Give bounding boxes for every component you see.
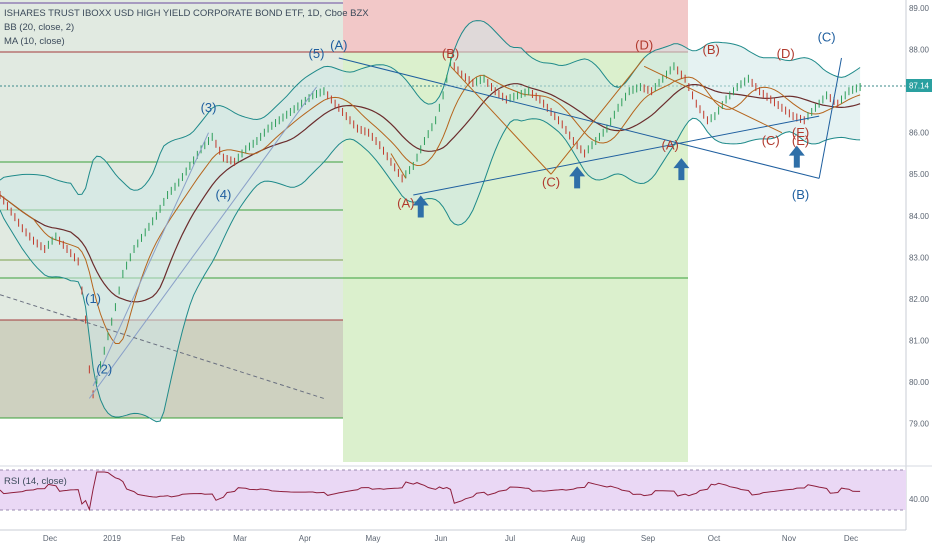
channel-lower — [413, 115, 820, 196]
x-tick-label: Sep — [641, 534, 656, 543]
y-tick-label: 84.00 — [909, 212, 930, 221]
wave-label: (B) — [442, 46, 459, 61]
wave-label: (A) — [397, 195, 414, 210]
y-tick-label: 82.00 — [909, 295, 930, 304]
wave-line — [550, 57, 645, 175]
bb-fill — [0, 20, 861, 422]
x-tick-label: Dec — [844, 534, 858, 543]
up-arrow-icon — [569, 166, 586, 189]
wave-line — [92, 132, 209, 387]
wave-label: (A) — [330, 38, 347, 53]
x-tick-label: Aug — [571, 534, 585, 543]
bb-indicator-label[interactable]: BB (20, close, 2) — [4, 22, 75, 33]
y-tick-label: 85.00 — [909, 170, 930, 179]
rsi-band — [0, 470, 906, 510]
up-arrow-icon — [412, 195, 429, 218]
x-tick-label: Jul — [505, 534, 515, 543]
rsi-level-label: 40.00 — [909, 495, 930, 504]
ma-line — [0, 74, 861, 344]
bollinger-bands — [0, 20, 861, 423]
wave-label: (D) — [635, 38, 653, 53]
last-price-label: 87.14 — [909, 82, 930, 91]
wave-label: (C) — [818, 29, 836, 44]
wave-label: (E) — [792, 133, 809, 148]
up-arrow-icon — [673, 158, 690, 181]
rsi-line — [0, 471, 861, 512]
wave-line — [88, 86, 317, 399]
y-tick-label: 86.00 — [909, 129, 930, 138]
y-tick-label: 81.00 — [909, 336, 930, 345]
wave-label: (5) — [309, 46, 325, 61]
wave-annotations: (1) (2) (3) (4) (5) (A) (A) (B) (C) (D) (A) (B) (D) (… — [85, 29, 835, 376]
x-tick-label: Nov — [782, 534, 796, 543]
x-tick-label: May — [365, 534, 380, 543]
x-axis-ticks: Dec 2019 Feb Mar Apr May Jun Jul Aug Sep Oct Nov Dec — [43, 534, 858, 543]
wave-c-line — [818, 57, 842, 179]
channel-upper — [338, 57, 820, 179]
wave-label: (D) — [777, 46, 795, 61]
wave-label: (C) — [542, 175, 560, 190]
x-tick-label: Feb — [171, 534, 185, 543]
wave-label: (3) — [201, 100, 217, 115]
wave-label: (E) — [792, 125, 809, 140]
y-tick-label: 80.00 — [909, 378, 930, 387]
rsi-indicator-label[interactable]: RSI (14, close) — [4, 476, 67, 487]
y-tick-label: 89.00 — [909, 4, 930, 13]
x-tick-label: 2019 — [103, 534, 121, 543]
wave-line — [450, 65, 552, 175]
wave-label: (4) — [215, 187, 231, 202]
wave-label: (B) — [792, 187, 809, 202]
ma-indicator-label[interactable]: MA (10, close) — [4, 36, 65, 47]
x-tick-label: Apr — [299, 534, 312, 543]
y-tick-label: 88.00 — [909, 46, 930, 55]
wave-line — [643, 65, 783, 134]
x-tick-label: Dec — [43, 534, 57, 543]
wave-label: (C) — [762, 133, 780, 148]
y-tick-label: 83.00 — [909, 253, 930, 262]
x-tick-label: Jun — [435, 534, 448, 543]
x-tick-label: Oct — [708, 534, 721, 543]
buy-arrows — [412, 145, 805, 218]
chart-title: ISHARES TRUST IBOXX USD HIGH YIELD CORPO… — [4, 8, 369, 19]
wave-lines — [0, 57, 842, 399]
y-tick-label: 79.00 — [909, 419, 930, 428]
bb-lower — [0, 117, 861, 423]
up-arrow-icon — [788, 145, 805, 168]
bb-basis — [0, 83, 861, 303]
price-series — [0, 58, 861, 399]
moving-average — [0, 74, 861, 344]
wave-label: (1) — [85, 291, 101, 306]
wave-line — [390, 153, 407, 179]
red-zone — [343, 0, 688, 52]
x-tick-label: Mar — [233, 534, 247, 543]
trend-line-dashed — [0, 294, 325, 399]
wave-label: (A) — [662, 137, 679, 152]
y-axis-ticks: 79.00 80.00 81.00 82.00 83.00 84.00 85.00 86.00… — [909, 4, 930, 428]
last-price-badge — [906, 79, 932, 92]
wave-label: (B) — [702, 42, 719, 57]
bb-upper — [0, 20, 861, 196]
wave-label: (2) — [96, 362, 112, 377]
